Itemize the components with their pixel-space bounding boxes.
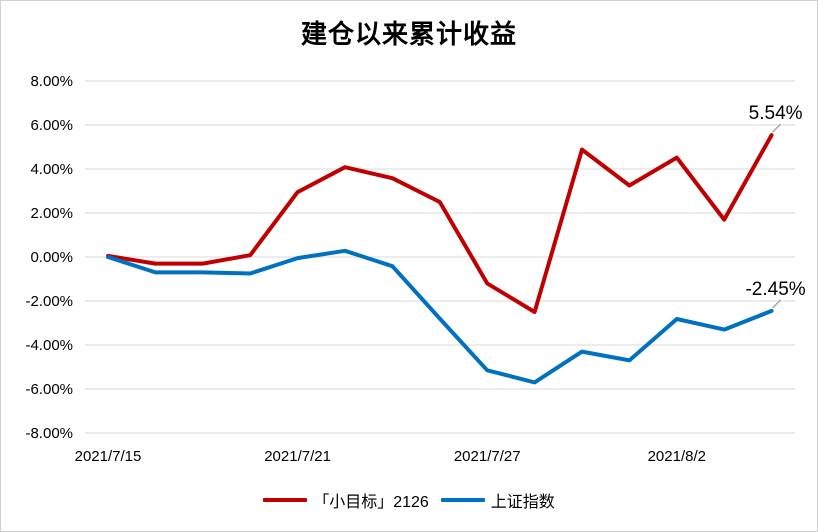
legend-label-index: 上证指数 (490, 494, 555, 511)
y-tick-label: -2.00% (25, 293, 73, 310)
x-tick-label: 2021/7/21 (264, 448, 331, 465)
series-line-index (106, 248, 774, 385)
y-tick-label: -4.00% (25, 337, 73, 354)
gridlines (85, 80, 795, 434)
y-tick-label: 0.00% (30, 249, 73, 266)
y-tick-label: 4.00% (30, 161, 73, 178)
y-tick-label: -6.00% (25, 381, 73, 398)
legend-item-index: 上证指数 (440, 488, 555, 512)
chart-title: 建仓以来累计收益 (300, 19, 517, 49)
y-tick-label: 2.00% (30, 205, 73, 222)
series-line-strategy (106, 133, 774, 314)
legend-label-strategy: 「小目标」2126 (313, 494, 429, 511)
legend-item-strategy: 「小目标」2126 (263, 488, 429, 512)
legend-swatch-strategy (263, 498, 308, 502)
x-axis-ticks: 2021/7/15 2021/7/21 2021/7/27 2021/8/2 (75, 448, 706, 465)
y-tick-label: -8.00% (25, 425, 73, 442)
end-label-index: -2.45% (745, 279, 805, 300)
legend-swatch-index (440, 498, 485, 502)
end-label-strategy: 5.54% (749, 103, 803, 124)
y-axis-ticks: 8.00% 6.00% 4.00% 2.00% 0.00% -2.00% -4.00% -6.… (25, 73, 73, 442)
end-label-leader (772, 299, 782, 309)
series-lines (106, 133, 774, 385)
x-tick-label: 2021/7/15 (75, 448, 142, 465)
legend: 「小目标」2126 上证指数 (0, 488, 818, 512)
y-tick-label: 6.00% (30, 117, 73, 134)
end-label-leader (772, 123, 782, 133)
end-labels: 5.54% -2.45% (745, 103, 806, 309)
x-tick-label: 2021/8/2 (648, 448, 706, 465)
y-tick-label: 8.00% (30, 73, 73, 90)
x-tick-label: 2021/7/27 (454, 448, 521, 465)
